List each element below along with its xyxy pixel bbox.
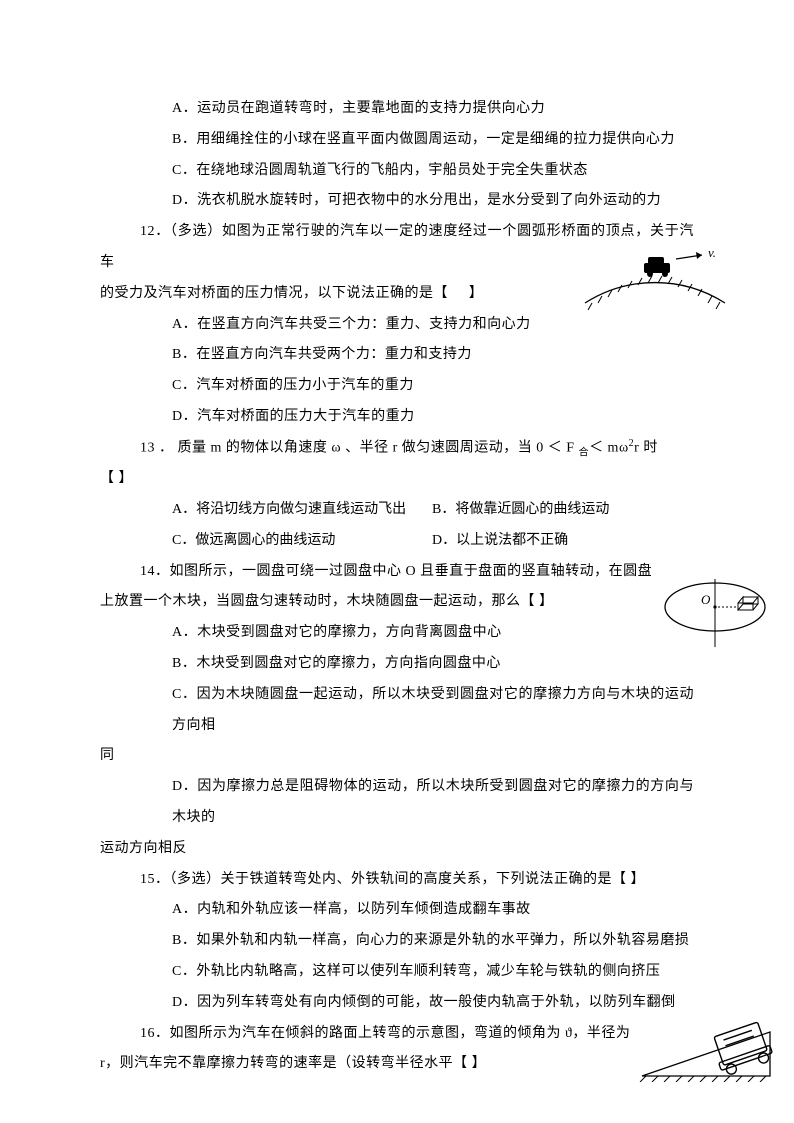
bridge-hatches — [588, 276, 720, 310]
q14-option-d2: 运动方向相反 — [100, 834, 694, 865]
q11-option-c: C．在绕地球沿圆周轨道飞行的飞船内，宇船员处于完全失重状态 — [100, 156, 694, 187]
q15-option-d: D．因为列车转弯处有向内倾倒的可能，故一般使内轨高于外轨，以防列车翻倒 — [100, 988, 694, 1019]
ramp-svg — [636, 982, 776, 1082]
q13-stem-a: 13 ． 质量 m 的物体以角速度 ω 、半径 r 做匀速圆周运动，当 0 ＜ … — [140, 440, 579, 455]
ground-hatches — [640, 1076, 766, 1082]
q15-option-c: C．外轨比内轨略高，这样可以使列车顺利转弯，减少车轮与铁轨的侧向挤压 — [100, 957, 694, 988]
q13-row-cd: C．做远离圆心的曲线运动 D．以上说法都不正确 — [100, 526, 694, 557]
q13-row-ab: A．将沿切线方向做匀速直线运动飞出 B．将做靠近圆心的曲线运动 — [100, 495, 694, 526]
q14-option-a: A．木块受到圆盘对它的摩擦力，方向背离圆盘中心 — [100, 618, 694, 649]
q14-stem-line1: 14．如图所示，一圆盘可绕一过圆盘中心 O 且垂直于盘面的竖直轴转动，在圆盘 — [100, 557, 694, 588]
disc-figure: O — [660, 573, 770, 651]
q11-option-a: A．运动员在跑道转弯时，主要靠地面的支持力提供向心力 — [100, 94, 694, 125]
ramp-figure — [636, 982, 776, 1082]
q16-stem-line1: 16．如图所示为汽车在倾斜的路面上转弯的示意图，弯道的倾角为 ϑ，半径为 — [100, 1019, 694, 1050]
velocity-arrow — [676, 252, 702, 259]
q12-option-b: B．在竖直方向汽车共受两个力：重力和支持力 — [100, 340, 694, 371]
bridge-figure: v. — [580, 243, 730, 313]
disc-center — [713, 605, 716, 608]
q13-option-d: D．以上说法都不正确 — [432, 526, 694, 557]
q11-option-b: B．用细绳拴住的小球在竖直平面内做圆周运动，一定是细绳的拉力提供向心力 — [100, 125, 694, 156]
exam-page: A．运动员在跑道转弯时，主要靠地面的支持力提供向心力 B．用细绳拴住的小球在竖直… — [0, 0, 794, 1123]
ramp-triangle — [642, 1032, 770, 1076]
o-label: O — [701, 592, 711, 607]
q15-option-a: A．内轨和外轨应该一样高，以防列车倾倒造成翻车事故 — [100, 895, 694, 926]
q12-stem-line2-text: 的受力及汽车对桥面的压力情况，以下说法正确的是【 — [100, 286, 448, 301]
answer-bracket: 】 — [448, 279, 504, 310]
q15-option-b: B．如果外轨和内轨一样高，向心力的来源是外轨的水平弹力，所以外轨容易磨损 — [100, 926, 694, 957]
block-icon — [738, 597, 758, 610]
car-icon — [644, 257, 670, 277]
q14-option-c2: 同 — [100, 741, 694, 772]
q13-option-b: B．将做靠近圆心的曲线运动 — [432, 495, 694, 526]
bridge-svg: v. — [580, 243, 730, 313]
q11-option-d: D．洗衣机脱水旋转时，可把衣物中的水分甩出，是水分受到了向外运动的力 — [100, 186, 694, 217]
q13-stem-line1: 13 ． 质量 m 的物体以角速度 ω 、半径 r 做匀速圆周运动，当 0 ＜ … — [100, 433, 694, 464]
q13-option-a: A．将沿切线方向做匀速直线运动飞出 — [172, 495, 432, 526]
q12-option-a: A．在竖直方向汽车共受三个力：重力、支持力和向心力 — [100, 310, 694, 341]
q14-option-c1: C．因为木块随圆盘一起运动，所以木块受到圆盘对它的摩擦力方向与木块的运动方向相 — [100, 680, 694, 742]
q12-option-c: C．汽车对桥面的压力小于汽车的重力 — [100, 371, 694, 402]
q14-option-b: B．木块受到圆盘对它的摩擦力，方向指向圆盘中心 — [100, 649, 694, 680]
v-label: v. — [708, 245, 716, 260]
disc-svg: O — [660, 573, 770, 651]
bridge-arc — [585, 283, 725, 303]
q14-option-d1: D．因为摩擦力总是阻碍物体的运动，所以木块所受到圆盘对它的摩擦力的方向与木块的 — [100, 772, 694, 834]
q13-stem-c: r 时 — [634, 440, 658, 455]
q13-sub: 合 — [579, 447, 590, 458]
q14-stem-line2: 上放置一个木块，当圆盘匀速转动时，木块随圆盘一起运动，那么【 】 — [100, 587, 694, 618]
q15-stem: 15．（多选）关于铁道转弯处内、外铁轨间的高度关系，下列说法正确的是【 】 — [100, 865, 694, 896]
q13-option-c: C．做远离圆心的曲线运动 — [172, 526, 432, 557]
q13-stem-b: ＜ mω — [589, 440, 629, 455]
q12-option-d: D．汽车对桥面的压力大于汽车的重力 — [100, 402, 694, 433]
q13-bracket-line: 【 】 — [100, 464, 694, 495]
q16-stem-line2: r，则汽车完不靠摩擦力转弯的速率是（设转弯半径水平【 】 — [100, 1049, 694, 1080]
